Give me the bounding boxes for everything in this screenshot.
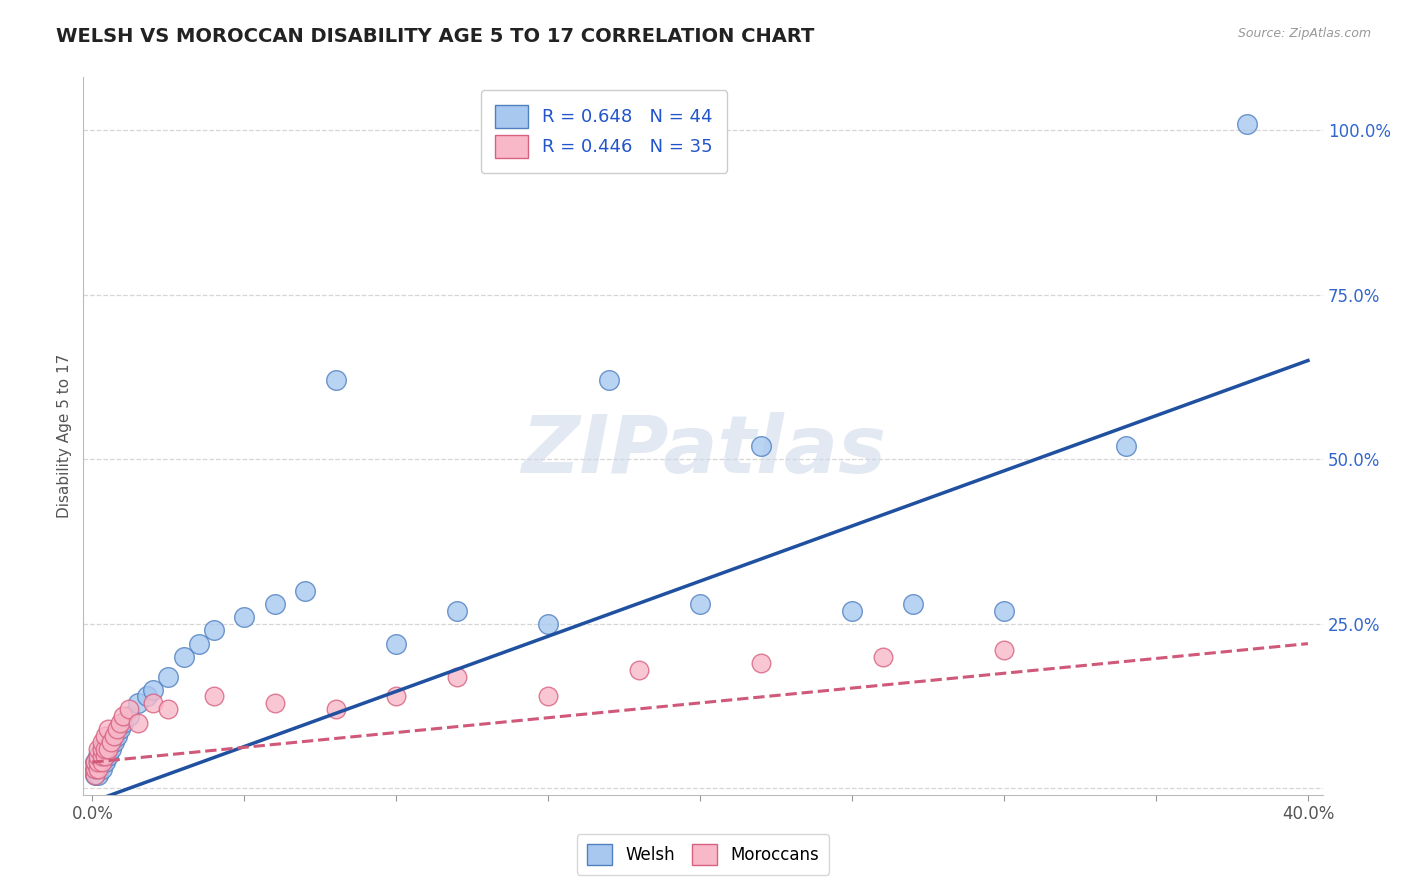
Point	[118, 702, 141, 716]
Point	[157, 702, 180, 716]
Point	[993, 604, 1015, 618]
Point	[87, 748, 110, 763]
Legend: R = 0.648   N = 44, R = 0.446   N = 35: R = 0.648 N = 44, R = 0.446 N = 35	[481, 90, 727, 172]
Point	[325, 702, 347, 716]
Point	[84, 755, 107, 769]
Point	[87, 762, 110, 776]
Point	[901, 597, 924, 611]
Point	[90, 748, 112, 763]
Point	[105, 723, 128, 737]
Point	[537, 616, 560, 631]
Point	[598, 373, 620, 387]
Point	[87, 742, 110, 756]
Point	[446, 604, 468, 618]
Point	[385, 690, 408, 704]
Point	[841, 604, 863, 618]
Point	[202, 690, 225, 704]
Point	[103, 735, 125, 749]
Point	[97, 748, 120, 763]
Point	[90, 755, 112, 769]
Point	[136, 690, 159, 704]
Text: ZIPatlas: ZIPatlas	[520, 411, 886, 490]
Point	[93, 742, 115, 756]
Legend: Welsh, Moroccans: Welsh, Moroccans	[576, 834, 830, 875]
Point	[93, 755, 115, 769]
Point	[108, 723, 131, 737]
Point	[97, 723, 120, 737]
Point	[294, 584, 316, 599]
Point	[1115, 439, 1137, 453]
Point	[90, 762, 112, 776]
Point	[90, 742, 112, 756]
Point	[202, 624, 225, 638]
Point	[90, 735, 112, 749]
Point	[187, 637, 209, 651]
Text: WELSH VS MOROCCAN DISABILITY AGE 5 TO 17 CORRELATION CHART: WELSH VS MOROCCAN DISABILITY AGE 5 TO 17…	[56, 27, 814, 45]
Point	[100, 735, 122, 749]
Point	[93, 748, 115, 763]
Point	[157, 669, 180, 683]
Text: Source: ZipAtlas.com: Source: ZipAtlas.com	[1237, 27, 1371, 40]
Point	[233, 610, 256, 624]
Point	[127, 715, 149, 730]
Point	[84, 768, 107, 782]
Point	[142, 682, 165, 697]
Point	[689, 597, 711, 611]
Point	[108, 715, 131, 730]
Point	[100, 735, 122, 749]
Point	[87, 762, 110, 776]
Point	[142, 696, 165, 710]
Point	[872, 649, 894, 664]
Point	[84, 768, 107, 782]
Point	[385, 637, 408, 651]
Point	[628, 663, 651, 677]
Point	[90, 742, 112, 756]
Point	[93, 729, 115, 743]
Point	[111, 709, 134, 723]
Point	[263, 597, 285, 611]
Point	[90, 748, 112, 763]
Point	[90, 755, 112, 769]
Point	[127, 696, 149, 710]
Point	[325, 373, 347, 387]
Point	[87, 755, 110, 769]
Point	[87, 755, 110, 769]
Point	[173, 649, 195, 664]
Y-axis label: Disability Age 5 to 17: Disability Age 5 to 17	[58, 354, 72, 518]
Point	[84, 755, 107, 769]
Point	[84, 762, 107, 776]
Point	[87, 768, 110, 782]
Point	[105, 729, 128, 743]
Point	[263, 696, 285, 710]
Point	[749, 657, 772, 671]
Point	[537, 690, 560, 704]
Point	[103, 729, 125, 743]
Point	[111, 715, 134, 730]
Point	[749, 439, 772, 453]
Point	[97, 742, 120, 756]
Point	[100, 742, 122, 756]
Point	[93, 748, 115, 763]
Point	[1236, 116, 1258, 130]
Point	[993, 643, 1015, 657]
Point	[87, 748, 110, 763]
Point	[84, 762, 107, 776]
Point	[97, 742, 120, 756]
Point	[446, 669, 468, 683]
Point	[118, 709, 141, 723]
